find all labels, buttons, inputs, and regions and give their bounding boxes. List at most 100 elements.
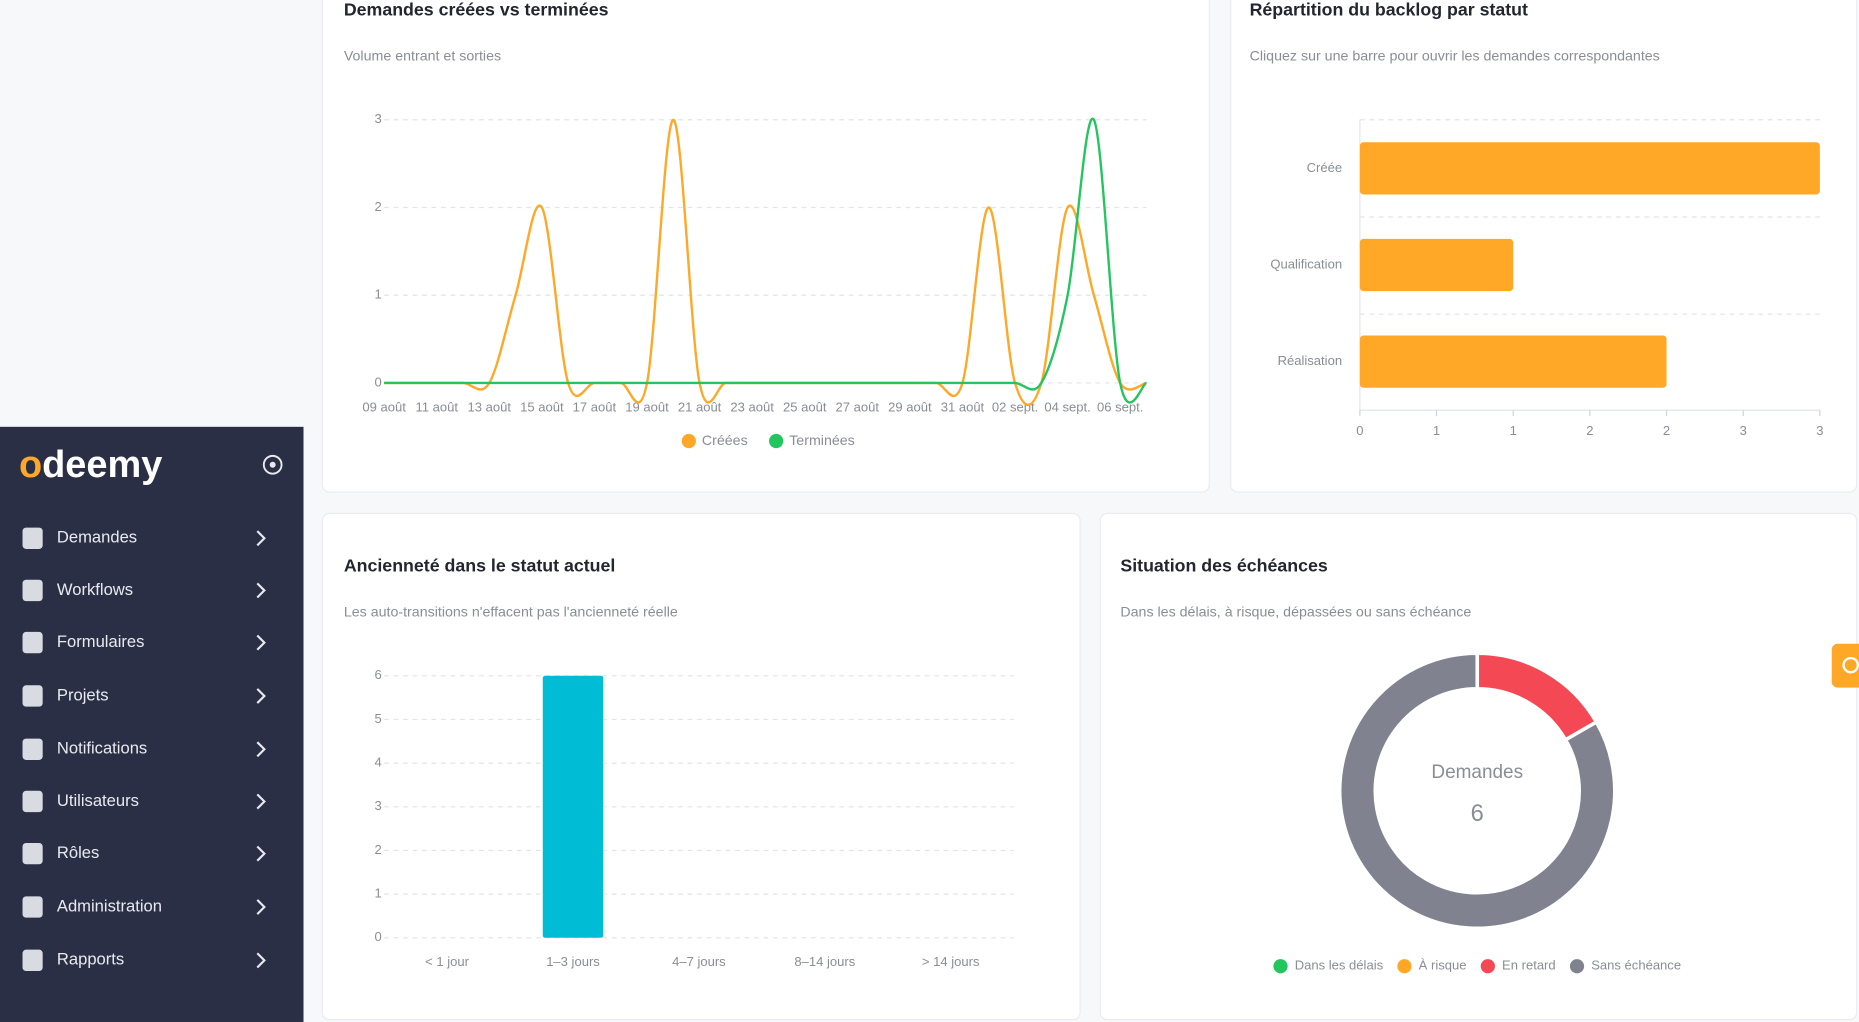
x-tick-label: 1 <box>1510 423 1517 438</box>
nav-label: Administration <box>57 896 162 915</box>
chart-title: Répartition du backlog par statut <box>1250 0 1528 19</box>
x-tick-label: 09 août <box>362 399 406 414</box>
legend-swatch <box>1569 959 1585 974</box>
x-tick-label: 02 sept. <box>992 399 1038 414</box>
nav-label: Utilisateurs <box>57 791 139 810</box>
nav-label: Projets <box>57 685 109 704</box>
x-tick-label: 3 <box>1740 423 1747 438</box>
nav-icon <box>22 631 43 654</box>
nav-icon <box>22 790 43 813</box>
settings-tab[interactable] <box>1831 643 1859 688</box>
nav-icon <box>22 842 43 865</box>
x-tick-label: < 1 jour <box>425 954 469 969</box>
series-line <box>384 117 1148 404</box>
logo-accent: o <box>19 444 42 486</box>
y-tick-label: 2 <box>375 199 382 214</box>
nav-icon <box>22 896 43 918</box>
legend-swatch <box>1397 959 1412 974</box>
y-tick-label: 0 <box>375 374 382 389</box>
x-tick-label: 11 août <box>415 399 458 414</box>
nav-icon <box>22 685 43 707</box>
nav-label: Demandes <box>57 528 137 547</box>
x-tick-label: 2 <box>1586 423 1593 438</box>
nav-label: Rôles <box>57 843 99 862</box>
nav-icon <box>22 579 43 602</box>
y-tick-label: Créée <box>1307 160 1343 175</box>
chart-title: Demandes créées vs terminées <box>344 0 609 19</box>
card <box>321 0 1210 493</box>
chevron <box>256 634 266 651</box>
chart-subtitle: Cliquez sur une barre pour ouvrir les de… <box>1250 49 1660 65</box>
chart-subtitle: Volume entrant et sorties <box>344 49 501 65</box>
chevron <box>256 952 266 969</box>
y-tick-label: 1 <box>375 287 382 302</box>
nav-item[interactable] <box>0 937 304 984</box>
y-tick-label: 0 <box>375 929 382 944</box>
y-tick-label: 4 <box>375 755 382 770</box>
center-label: Demandes <box>1431 762 1523 783</box>
legend-label: Sans échéance <box>1591 958 1681 973</box>
legend-label: Dans les délais <box>1295 958 1384 973</box>
x-tick-label: > 14 jours <box>922 954 980 969</box>
legend-label: En retard <box>1502 958 1556 973</box>
x-tick-label: 29 août <box>888 399 932 414</box>
chevron <box>256 845 266 862</box>
chart-subtitle: Les auto-transitions n'effacent pas l'an… <box>344 605 678 621</box>
x-tick-label: 31 août <box>941 399 985 414</box>
nav-item[interactable] <box>0 515 304 562</box>
nav-label: Workflows <box>57 580 133 599</box>
sidebar-toggle-dot <box>269 461 276 468</box>
bar[interactable] <box>1359 142 1820 195</box>
card <box>1230 0 1858 493</box>
nav-item[interactable] <box>0 567 304 614</box>
x-tick-label: 06 sept. <box>1097 399 1143 414</box>
x-tick-label: 25 août <box>783 399 827 414</box>
x-tick-label: 21 août <box>678 399 722 414</box>
chart-subtitle: Dans les délais, à risque, dépassées ou … <box>1120 605 1471 621</box>
center-value: 6 <box>1471 801 1484 827</box>
nav-item[interactable] <box>0 672 304 719</box>
chart-title: Situation des échéances <box>1120 555 1327 575</box>
card <box>321 512 1081 1021</box>
nav-item[interactable] <box>0 726 304 773</box>
legend-swatch <box>681 433 696 449</box>
nav-label: Rapports <box>57 950 124 969</box>
x-tick-label: 8–14 jours <box>794 954 855 969</box>
bar <box>542 675 604 938</box>
sidebar <box>0 426 304 1022</box>
chevron <box>256 530 266 547</box>
legend-label: Créées <box>702 433 748 449</box>
legend-label: Terminées <box>789 433 855 449</box>
x-tick-label: 15 août <box>520 399 564 414</box>
x-tick-label: 17 août <box>573 399 617 414</box>
y-tick-label: Qualification <box>1270 256 1342 271</box>
nav-item[interactable] <box>0 619 304 666</box>
nav-item[interactable] <box>0 830 304 877</box>
logo: odeemy <box>19 444 162 486</box>
nav-icon <box>22 949 43 972</box>
sidebar-toggle[interactable] <box>262 454 283 475</box>
x-tick-label: 1 <box>1433 423 1440 438</box>
chevron <box>256 793 266 810</box>
y-tick-label: 5 <box>375 711 382 726</box>
bar[interactable] <box>1359 335 1667 388</box>
x-tick-label: 3 <box>1816 423 1823 438</box>
nav-icon <box>22 738 43 760</box>
y-tick-label: 3 <box>375 111 382 126</box>
x-tick-label: 23 août <box>730 399 774 414</box>
y-tick-label: 2 <box>375 842 382 857</box>
chevron <box>256 741 266 758</box>
x-tick-label: 4–7 jours <box>672 954 726 969</box>
y-tick-label: 3 <box>375 798 382 813</box>
legend-swatch <box>1480 959 1495 974</box>
x-tick-label: 2 <box>1663 423 1670 438</box>
x-tick-label: 1–3 jours <box>546 954 600 969</box>
donut-slice[interactable] <box>1337 651 1617 931</box>
x-tick-label: 27 août <box>836 399 880 414</box>
y-tick-label: 6 <box>375 667 382 682</box>
nav-item[interactable] <box>0 778 304 825</box>
chevron <box>256 688 266 704</box>
x-tick-label: 04 sept. <box>1044 399 1090 414</box>
bar[interactable] <box>1359 238 1514 292</box>
